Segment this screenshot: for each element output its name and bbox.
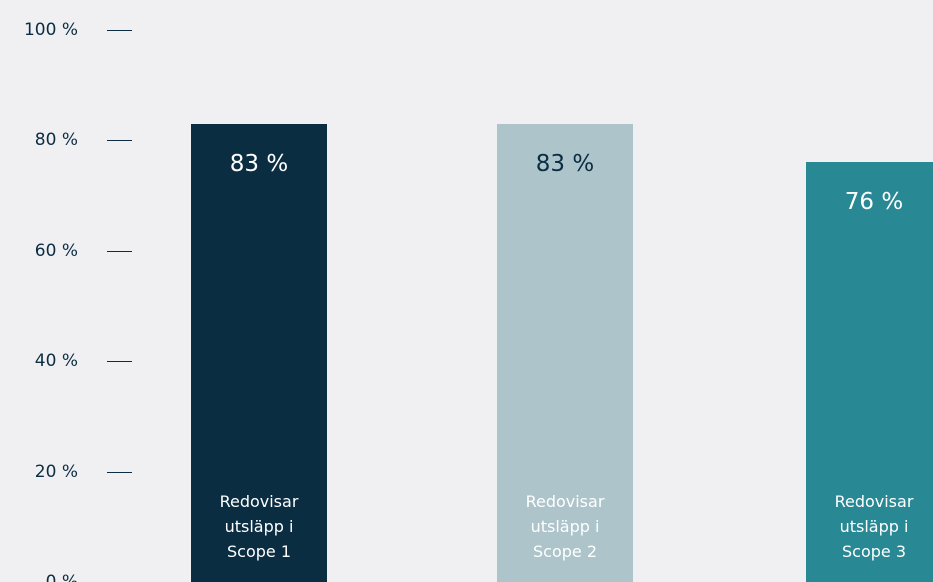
value-label: 83 % bbox=[535, 150, 595, 177]
tick-mark bbox=[107, 30, 132, 31]
value-label: 83 % bbox=[229, 150, 289, 177]
y-tick-label: 100 % bbox=[23, 20, 78, 40]
y-tick-label: 0 % bbox=[45, 572, 78, 582]
bar bbox=[806, 162, 933, 582]
tick-mark bbox=[107, 140, 132, 142]
value-label: 76 % bbox=[844, 189, 904, 216]
tick-mark bbox=[107, 471, 132, 473]
y-tick-label: 40 % bbox=[34, 351, 78, 372]
category-label: Redovisar utsläpp i Scope 3 bbox=[834, 492, 914, 561]
tick-mark bbox=[107, 250, 132, 252]
y-tick-label: 20 % bbox=[34, 461, 78, 482]
category-label: Redovisar utsläpp i Scope 2 bbox=[525, 492, 605, 561]
bar bbox=[497, 123, 633, 582]
bar bbox=[191, 123, 327, 582]
tick-mark bbox=[107, 361, 132, 363]
category-label: Redovisar utsläpp i Scope 1 bbox=[219, 492, 299, 561]
y-tick-label: 80 % bbox=[34, 130, 78, 151]
y-tick-label: 60 % bbox=[34, 240, 78, 261]
